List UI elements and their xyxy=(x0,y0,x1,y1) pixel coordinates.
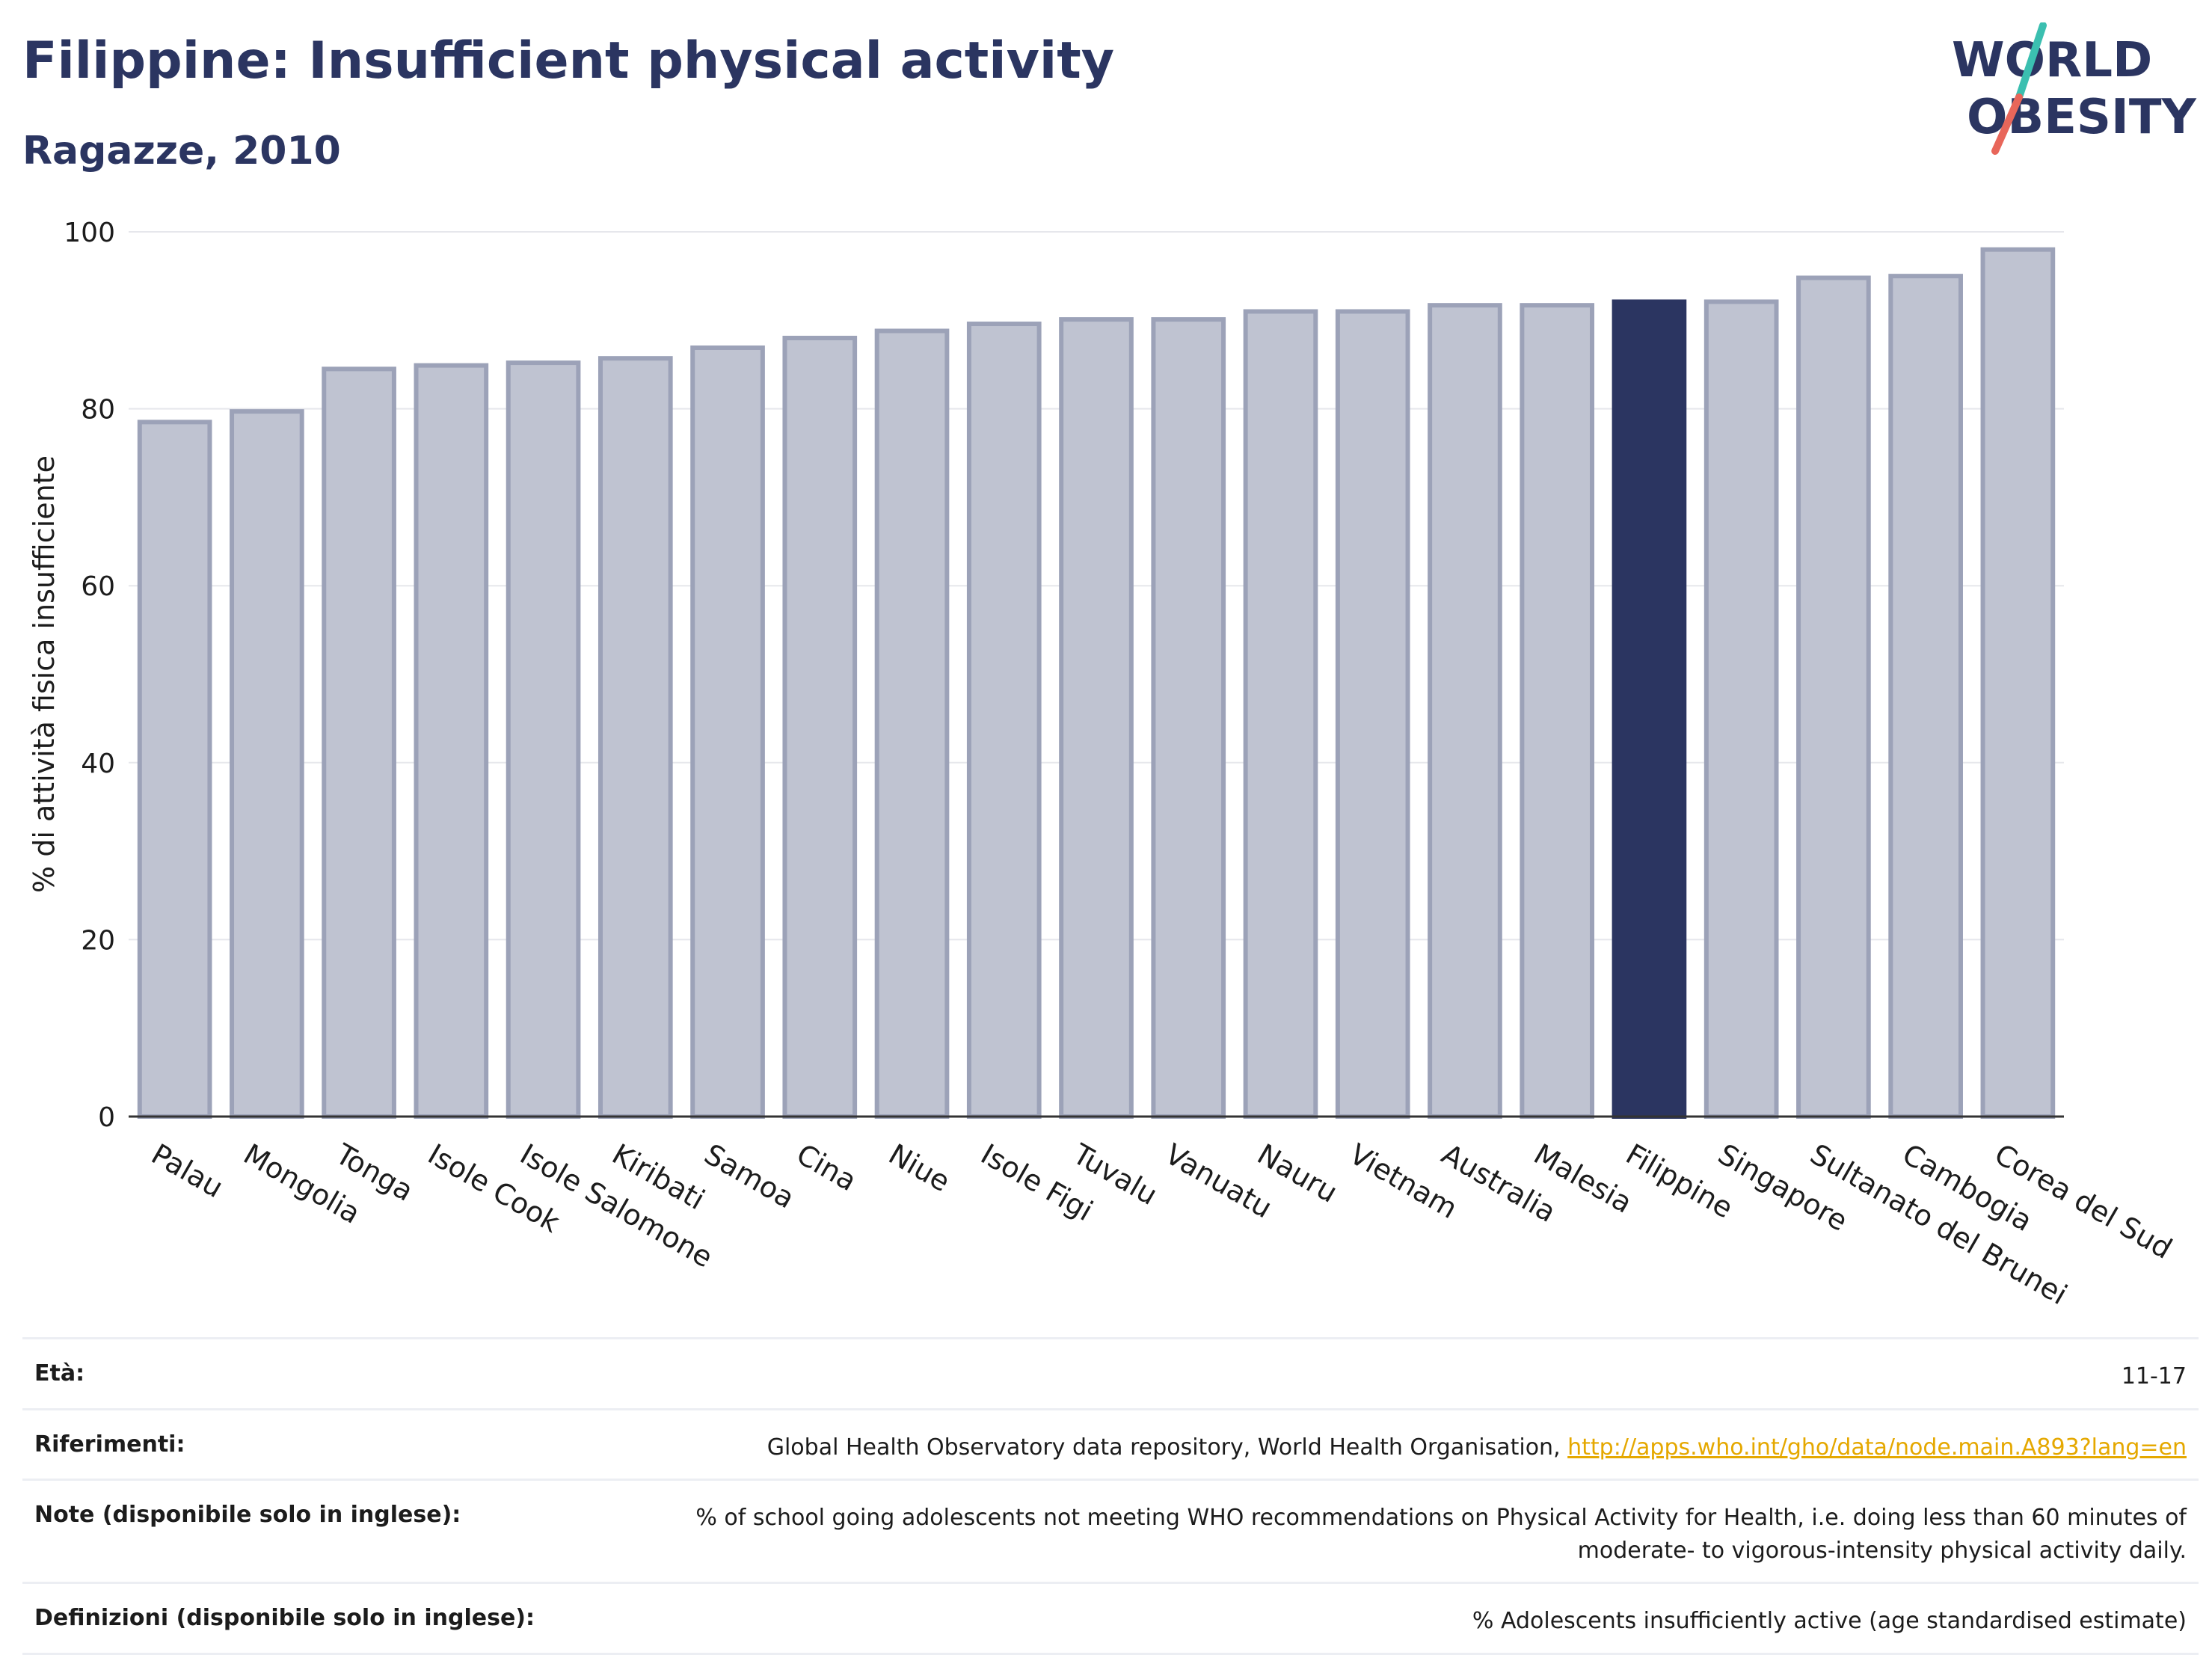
bar-mongolia xyxy=(230,409,304,1119)
logo-line1: WORLD xyxy=(1952,33,2152,88)
y-tick-label: 80 xyxy=(81,395,115,426)
bar-cambogia xyxy=(1888,274,1963,1119)
bar-malesia xyxy=(1520,303,1595,1120)
info-row-definitions: Definizioni (disponibile solo in inglese… xyxy=(22,1582,2199,1655)
x-tick-label: Palau xyxy=(146,1137,229,1204)
bar-tonga xyxy=(322,366,396,1119)
y-tick-label: 100 xyxy=(64,218,115,248)
x-tick-label: Niue xyxy=(883,1137,956,1198)
bar-vietnam xyxy=(1335,309,1410,1120)
definitions-label: Definizioni (disponibile solo in inglese… xyxy=(34,1605,535,1631)
bar-filippine xyxy=(1612,299,1687,1119)
logo-slash-top xyxy=(2015,22,2047,101)
references-text: Global Health Observatory data repositor… xyxy=(766,1434,1568,1461)
chart-subtitle: Ragazze, 2010 xyxy=(22,129,341,174)
bar-isole-salomone xyxy=(506,360,581,1120)
info-table: Età: 11-17 Riferimenti: Global Health Ob… xyxy=(22,1337,2199,1655)
bar-australia xyxy=(1428,303,1502,1120)
bar-kiribati xyxy=(597,356,673,1119)
notes-value: % of school going adolescents not meetin… xyxy=(695,1505,2187,1564)
definitions-value: % Adolescents insufficiently active (age… xyxy=(1472,1608,2187,1634)
bar-sultanato-del-brunei xyxy=(1796,275,1871,1119)
x-tick-label: Samoa xyxy=(699,1137,800,1215)
y-tick-label: 60 xyxy=(81,571,115,602)
y-tick-label: 0 xyxy=(98,1102,115,1133)
y-tick-label: 20 xyxy=(81,925,115,956)
references-link[interactable]: http://apps.who.int/gho/data/node.main.A… xyxy=(1567,1434,2187,1461)
bar-palau xyxy=(137,420,212,1119)
bar-cina xyxy=(782,335,858,1120)
bar-vanuatu xyxy=(1151,317,1226,1120)
y-tick-label: 40 xyxy=(81,749,115,779)
age-label: Età: xyxy=(34,1360,85,1387)
info-row-references: Riferimenti: Global Health Observatory d… xyxy=(22,1407,2199,1479)
bar-tuvalu xyxy=(1059,317,1134,1120)
notes-label: Note (disponibile solo in inglese): xyxy=(34,1502,461,1528)
bar-corea-del-sud xyxy=(1980,247,2056,1119)
bar-niue xyxy=(874,328,950,1120)
chart-title: Filippine: Insufficient physical activit… xyxy=(22,31,1115,90)
references-label: Riferimenti: xyxy=(34,1431,185,1458)
bar-nauru xyxy=(1243,309,1318,1120)
references-value: Global Health Observatory data repositor… xyxy=(767,1431,2187,1464)
bar-samoa xyxy=(690,345,765,1119)
bar-isole-cook xyxy=(414,363,489,1119)
x-tick-label: Cina xyxy=(791,1137,862,1197)
bar-singapore xyxy=(1703,299,1779,1119)
y-tick-labels: 0 20 40 60 80 100 xyxy=(64,218,115,1133)
bars xyxy=(137,247,2056,1120)
y-axis-label: % di attività fisica insufficiente xyxy=(28,455,61,893)
age-value: 11-17 xyxy=(2121,1363,2187,1390)
bar-isole-figi xyxy=(966,322,1042,1120)
world-obesity-logo: WORLD OBESITY xyxy=(1944,22,2199,157)
logo-slash-bottom xyxy=(1991,93,2023,155)
info-row-notes: Note (disponibile solo in inglese): % of… xyxy=(22,1479,2199,1582)
info-row-age: Età: 11-17 xyxy=(22,1337,2199,1408)
